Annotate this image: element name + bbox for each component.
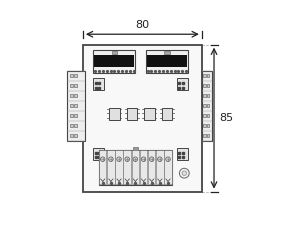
- Bar: [203, 124, 206, 127]
- Bar: [132, 150, 139, 184]
- Bar: [115, 150, 123, 184]
- Bar: [70, 94, 73, 97]
- Bar: [203, 104, 206, 107]
- Bar: [124, 150, 131, 184]
- Bar: [164, 51, 170, 54]
- Bar: [203, 94, 206, 97]
- Bar: [177, 78, 188, 90]
- Bar: [164, 150, 172, 184]
- Bar: [74, 104, 77, 107]
- Circle shape: [141, 157, 146, 161]
- Circle shape: [158, 157, 162, 161]
- Bar: [74, 124, 77, 127]
- Bar: [94, 54, 134, 67]
- Circle shape: [133, 157, 138, 161]
- Bar: [202, 71, 212, 141]
- Bar: [93, 148, 104, 160]
- Bar: [147, 54, 187, 67]
- Bar: [207, 104, 209, 107]
- Bar: [148, 150, 156, 184]
- Bar: [207, 94, 209, 97]
- Bar: [144, 108, 155, 120]
- Bar: [74, 134, 77, 137]
- Bar: [207, 114, 209, 117]
- Bar: [99, 150, 107, 184]
- Bar: [207, 134, 209, 137]
- Text: 85: 85: [219, 113, 233, 123]
- Bar: [109, 108, 120, 120]
- Bar: [107, 150, 115, 184]
- Bar: [146, 50, 188, 73]
- Bar: [207, 124, 209, 127]
- Bar: [133, 147, 138, 151]
- Bar: [203, 114, 206, 117]
- Bar: [207, 84, 209, 86]
- Bar: [70, 84, 73, 86]
- Bar: [70, 74, 73, 76]
- Bar: [93, 78, 104, 90]
- Bar: [74, 114, 77, 117]
- Bar: [203, 134, 206, 137]
- Bar: [93, 50, 135, 73]
- Bar: [74, 74, 77, 76]
- Bar: [70, 114, 73, 117]
- Bar: [177, 148, 188, 160]
- Circle shape: [179, 168, 189, 178]
- Circle shape: [117, 157, 121, 161]
- Bar: [127, 108, 137, 120]
- Bar: [74, 84, 77, 86]
- Bar: [70, 134, 73, 137]
- Circle shape: [125, 157, 130, 161]
- Bar: [162, 108, 172, 120]
- Bar: [83, 45, 202, 192]
- Bar: [111, 51, 117, 54]
- Bar: [140, 150, 147, 184]
- Bar: [203, 74, 206, 76]
- Circle shape: [149, 157, 154, 161]
- Bar: [207, 74, 209, 76]
- Circle shape: [101, 157, 105, 161]
- Bar: [74, 94, 77, 97]
- Circle shape: [166, 157, 170, 161]
- Bar: [70, 104, 73, 107]
- Text: 80: 80: [135, 20, 149, 30]
- Circle shape: [182, 171, 187, 175]
- Bar: [156, 150, 164, 184]
- Bar: [67, 71, 85, 141]
- Bar: [99, 150, 172, 185]
- Circle shape: [109, 157, 113, 161]
- Bar: [70, 124, 73, 127]
- Bar: [203, 84, 206, 86]
